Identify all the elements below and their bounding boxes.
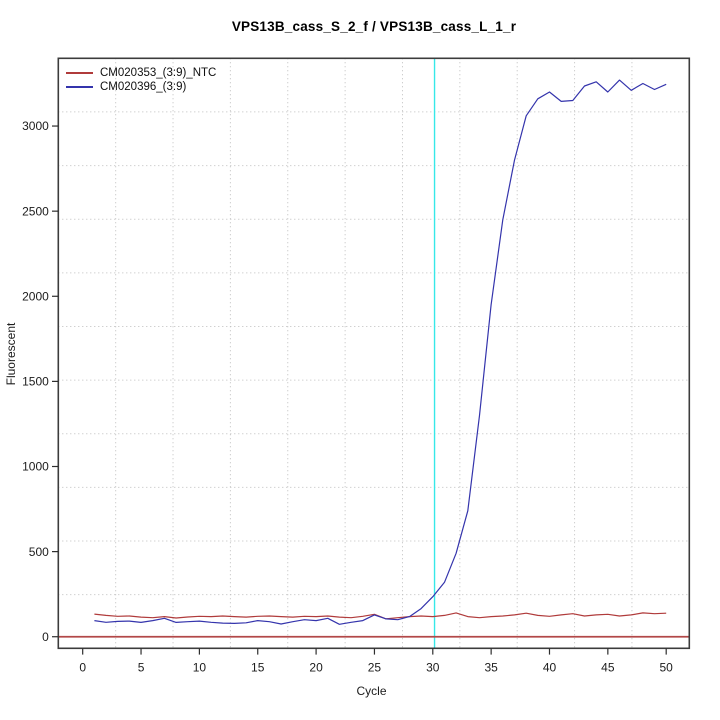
legend-item-ntc: CM020353_(3:9)_NTC — [66, 67, 216, 80]
x-tick-label: 45 — [601, 660, 615, 674]
x-tick-label: 20 — [309, 660, 323, 674]
x-tick-label: 15 — [251, 660, 265, 674]
legend: CM020353_(3:9)_NTC CM020396_(3:9) — [66, 67, 216, 93]
y-tick-label: 3000 — [22, 119, 49, 133]
legend-label-sample: CM020396_(3:9) — [100, 80, 187, 93]
legend-line-swatch-ntc — [66, 72, 93, 75]
y-tick-label: 2500 — [22, 204, 49, 218]
x-tick-label: 50 — [660, 660, 674, 674]
x-tick-label: 25 — [368, 660, 382, 674]
chart-title: VPS13B_cass_S_2_f / VPS13B_cass_L_1_r — [231, 19, 517, 34]
x-tick-label: 40 — [543, 660, 557, 674]
x-axis-label: Cycle — [356, 684, 387, 698]
y-tick-label: 500 — [29, 545, 49, 559]
series-trace-sample — [94, 79, 667, 625]
y-tick-label: 2000 — [22, 289, 49, 303]
x-tick-label: 0 — [79, 660, 86, 674]
x-tick-label: 35 — [484, 660, 498, 674]
x-tick-label: 10 — [193, 660, 207, 674]
series-trace-ntc — [94, 612, 667, 620]
legend-item-sample: CM020396_(3:9) — [66, 81, 216, 94]
legend-line-swatch-sample — [66, 85, 93, 88]
y-tick-label: 1500 — [22, 375, 49, 389]
y-tick-label: 0 — [42, 630, 49, 644]
y-axis-label: Fluorescent — [4, 322, 18, 386]
y-tick-label: 1000 — [22, 460, 49, 474]
plot-box — [57, 57, 691, 650]
x-tick-label: 5 — [138, 660, 145, 674]
legend-label-ntc: CM020353_(3:9)_NTC — [100, 67, 217, 80]
x-tick-label: 30 — [426, 660, 440, 674]
